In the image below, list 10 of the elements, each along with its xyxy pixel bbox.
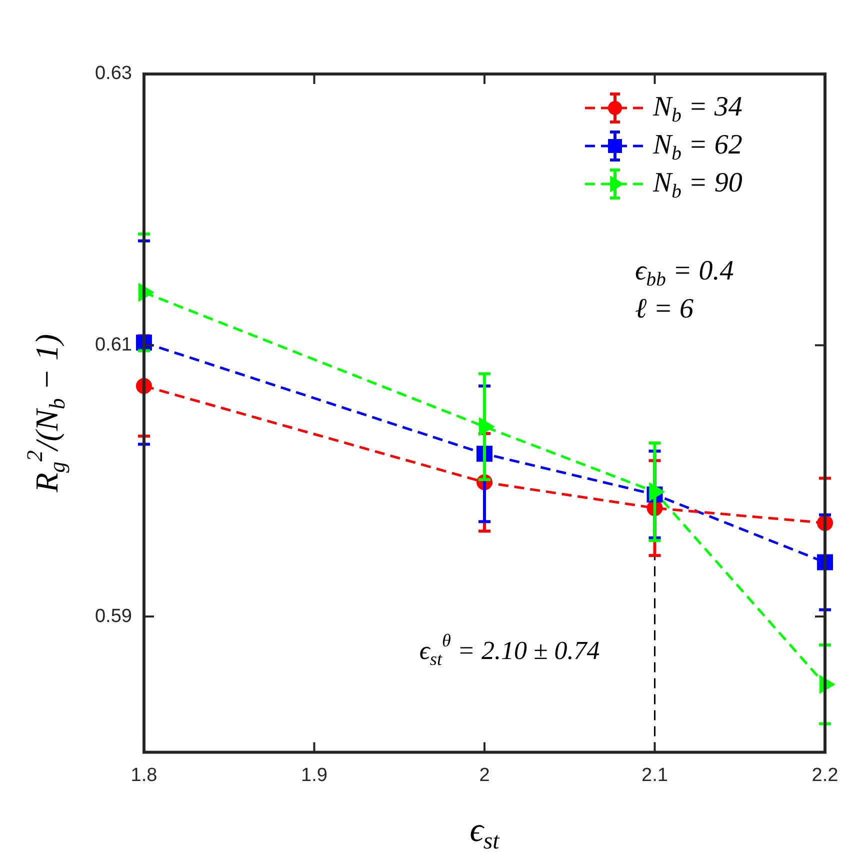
x-tick-label: 2.1	[642, 764, 668, 786]
x-tick-label: 2	[479, 764, 490, 786]
x-tick-label: 1.8	[130, 764, 158, 786]
x-tick-label: 2.2	[812, 764, 838, 786]
y-axis-title: Rg2/(Nb − 1)	[22, 334, 70, 494]
y-tick-label: 0.61	[94, 334, 132, 356]
y-tick-label: 0.59	[94, 606, 132, 627]
x-tick-label: 1.9	[301, 764, 328, 786]
annotation: ℓ = 6	[635, 293, 694, 324]
y-tick-label: 0.63	[94, 63, 132, 84]
